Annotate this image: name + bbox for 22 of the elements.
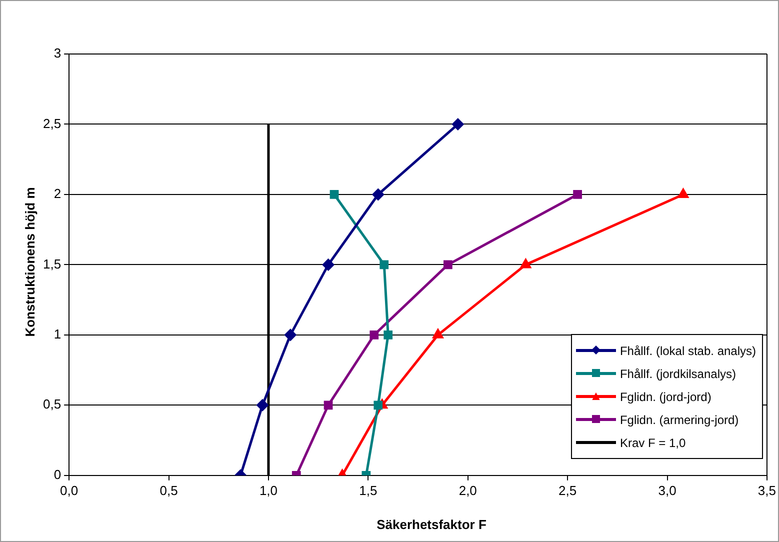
y-tick-label: 0,5: [42, 396, 62, 412]
y-tick-label: 0: [54, 466, 62, 482]
x-tick-label: 3,0: [658, 482, 676, 498]
legend-label: Fhållf. (lokal stab. analys): [620, 344, 756, 358]
x-tick-label: 1,5: [359, 482, 378, 498]
y-axis-title: Konstruktionens höjd m: [22, 187, 38, 337]
legend-label: Krav F = 1,0: [620, 436, 686, 450]
x-axis-title: Säkerhetsfaktor F: [376, 517, 488, 532]
y-tick-label: 1,5: [42, 256, 62, 272]
legend-label: Fglidn. (jord-jord): [620, 390, 712, 404]
y-tick-label: 2,5: [42, 116, 62, 131]
x-tick-label: 0,0: [60, 482, 78, 498]
y-tick-label: 3: [54, 46, 62, 61]
x-tick-label: 3,5: [758, 482, 776, 498]
legend-label: Fhållf. (jordkilsanalys): [620, 366, 736, 381]
x-tick-label: 2,5: [558, 482, 577, 498]
x-tick-label: 0,5: [160, 482, 178, 498]
y-tick-label: 1: [54, 326, 62, 342]
legend-label: Fglidn. (armering-jord): [620, 412, 739, 427]
x-tick-label: 1,0: [259, 482, 278, 498]
y-tick-label: 2: [54, 186, 62, 202]
x-tick-label: 2,0: [458, 482, 477, 498]
